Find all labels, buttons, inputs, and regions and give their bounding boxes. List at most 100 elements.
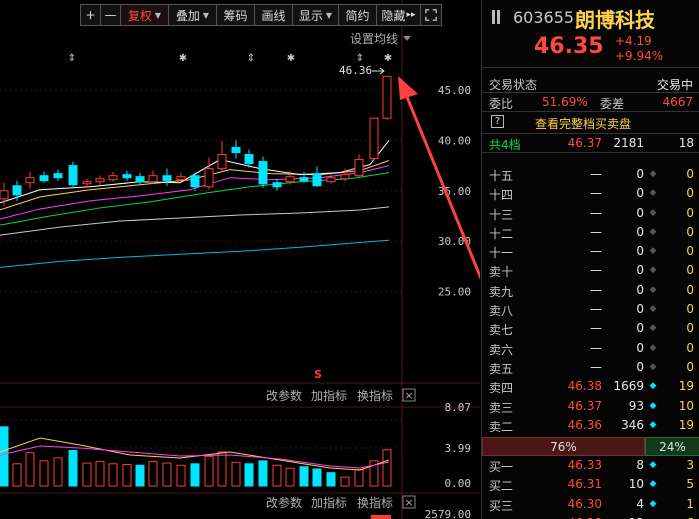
ask-row[interactable]: 卖四 46.38 1669 ◆ 19 xyxy=(482,377,699,396)
xianshi-button[interactable]: 显示 ▼ xyxy=(292,4,338,26)
weibi-row: 委比 51.69% 委差 4667 xyxy=(482,93,699,112)
ask-row[interactable]: 十三 — 0 ◆ 0 xyxy=(482,204,699,223)
ask-row[interactable]: 卖十 — 0 ◆ 0 xyxy=(482,261,699,280)
trade-status-value: 交易中 xyxy=(656,78,693,92)
candle-body xyxy=(326,177,336,183)
xianshi-label: 显示 xyxy=(298,8,323,23)
help-icon: ? xyxy=(491,115,504,128)
ask-row[interactable]: 卖九 — 0 ◆ 0 xyxy=(482,281,699,300)
stock-header: 603655 朗博科技 46.35 +4.19 +9.94% xyxy=(482,0,699,68)
order-cnt: 0 xyxy=(686,167,694,181)
order-cnt: 3 xyxy=(686,458,694,472)
diamond-icon: ◆ xyxy=(649,419,657,430)
trade-status-label: 交易状态 xyxy=(489,78,538,92)
order-vol: 0 xyxy=(636,205,644,220)
bid-row[interactable]: 买三 46.30 4 ◆ 1 xyxy=(482,495,699,514)
event-marker-icon: ✱ xyxy=(384,53,392,64)
event-marker-icon: ✱ xyxy=(179,53,187,64)
order-cnt: 10 xyxy=(678,398,694,413)
ask-row[interactable]: 十四 — 0 ◆ 0 xyxy=(482,184,699,203)
jianyue-button[interactable]: 简约 xyxy=(338,4,376,26)
order-vol: 0 xyxy=(636,244,644,259)
kline-chart-area[interactable]: 45.00 40.00 35.00 30.00 25.00 8.07 3.99 0.00 257… xyxy=(0,0,480,519)
diamond-icon: ◆ xyxy=(649,460,657,470)
chevron-down-icon: ▼ xyxy=(154,10,162,20)
diamond-icon: ◆ xyxy=(649,265,657,276)
ask-row[interactable]: 卖五 — 0 ◆ 0 xyxy=(482,358,699,377)
full-depth-row[interactable]: ? 查看完整档买卖盘 xyxy=(482,112,699,134)
candle-body xyxy=(95,178,105,183)
order-price: — xyxy=(590,186,602,201)
volume-axis-label: 8.07 xyxy=(445,401,472,414)
candle-body xyxy=(0,190,9,200)
kline-chart-svg[interactable]: 45.0040.0035.0030.0025.008.073.990.00257… xyxy=(0,0,480,519)
full-depth-link[interactable]: 查看完整档买卖盘 xyxy=(535,117,632,131)
ask-row[interactable]: 卖七 — 0 ◆ 0 xyxy=(482,319,699,338)
ask-row[interactable]: 十二 — 0 ◆ 0 xyxy=(482,223,699,242)
order-price: 46.33 xyxy=(567,458,602,472)
order-vol: 93 xyxy=(628,398,644,413)
event-marker-icon: ✱ xyxy=(287,53,295,64)
sub1-close-glyph: × xyxy=(404,389,413,402)
zoom-out-button[interactable]: — xyxy=(100,4,120,26)
chouma-button[interactable]: 筹码 xyxy=(216,4,254,26)
price-axis-label: 45.00 xyxy=(438,84,471,97)
total-vol: 2181 xyxy=(613,136,644,150)
volume-bar xyxy=(190,463,200,487)
panel-menu-icon[interactable] xyxy=(492,10,502,24)
yincang-button[interactable]: 隐藏 ▸▸ xyxy=(376,4,420,26)
volume-bar xyxy=(162,462,172,487)
chart-toolbar: + — 复权 ▼ 叠加 ▼ 筹码 画线 显示 ▼ 简约 隐藏 ▸▸ xyxy=(80,4,442,26)
ask-row[interactable]: 十五 — 0 ◆ 0 xyxy=(482,165,699,184)
fullscreen-button[interactable] xyxy=(420,4,442,26)
huaxian-button[interactable]: 画线 xyxy=(254,4,292,26)
ask-row[interactable]: 卖三 46.37 93 ◆ 10 xyxy=(482,397,699,416)
bid-row[interactable]: 买二 46.31 10 ◆ 5 xyxy=(482,475,699,494)
quote-sidebar: 603655 朗博科技 46.35 +4.19 +9.94% 交易状态 交易中 … xyxy=(481,0,699,519)
ask-row[interactable]: 卖八 — 0 ◆ 0 xyxy=(482,300,699,319)
bid-list: 买一 46.33 8 ◆ 3 买二 46.31 10 ◆ 5 买三 46.30 4 ◆ 1 买四 46.28 12… xyxy=(482,456,699,519)
order-cnt: 0 xyxy=(686,224,694,239)
order-vol: 12 xyxy=(606,516,644,519)
ask-list: 十五 — 0 ◆ 0 十四 — 0 ◆ 0 十三 — 0 ◆ 0 十二 — 0 ◆ 0 十一 — 0 ◆ 0 卖十 — 0 ◆ 0 卖九 — 0… xyxy=(482,165,699,454)
diamond-icon: ◆ xyxy=(649,226,657,237)
order-name: 卖八 xyxy=(489,304,514,319)
order-vol: 0 xyxy=(636,282,644,297)
diamond-icon: ◆ xyxy=(649,169,657,179)
sub2-add-indicator: 加指标 xyxy=(311,495,347,510)
volume-bar xyxy=(258,460,268,487)
ask-row[interactable]: 十一 — 0 ◆ 0 xyxy=(482,242,699,261)
volume-bar xyxy=(369,460,379,487)
candle-body xyxy=(162,175,172,182)
event-marker-icon: ⇕ xyxy=(68,53,76,64)
price-axis-label: 25.00 xyxy=(438,286,471,299)
bid-row[interactable]: 买四 46.28 12◆ 6 xyxy=(482,514,699,519)
zoom-in-button[interactable]: + xyxy=(80,4,100,26)
arrow-right-icon xyxy=(372,67,385,75)
diejia-button[interactable]: 叠加 ▼ xyxy=(168,4,216,26)
order-price: 46.37 xyxy=(567,398,602,413)
order-cnt: 1 xyxy=(686,496,694,511)
order-name: 十一 xyxy=(489,246,514,261)
chevron-down-icon: ▼ xyxy=(202,10,210,20)
order-price: 46.36 xyxy=(567,417,602,432)
fuquan-button[interactable]: 复权 ▼ xyxy=(120,4,168,26)
order-cnt: 0 xyxy=(686,340,694,355)
order-price: — xyxy=(590,244,602,259)
diejia-label: 叠加 xyxy=(175,8,200,23)
candle-body xyxy=(53,173,63,179)
order-cnt: 0 xyxy=(686,282,694,297)
candle-body xyxy=(354,159,364,177)
diamond-icon: ◆ xyxy=(649,498,657,509)
change-percent: +9.94% xyxy=(615,49,664,63)
chevron-down-icon xyxy=(403,36,411,41)
bid-row[interactable]: 买一 46.33 8 ◆ 3 xyxy=(482,456,699,475)
order-price: — xyxy=(590,340,602,355)
ask-row[interactable]: 卖六 — 0 ◆ 0 xyxy=(482,339,699,358)
volume-bar xyxy=(326,472,336,487)
ask-row[interactable]: 卖二 46.36 346 ◆ 19 xyxy=(482,416,699,435)
diamond-icon: ◆ xyxy=(649,381,657,392)
diamond-icon: ◆ xyxy=(649,400,657,411)
candle-body xyxy=(148,175,158,183)
diamond-icon: ◆ xyxy=(649,304,657,315)
